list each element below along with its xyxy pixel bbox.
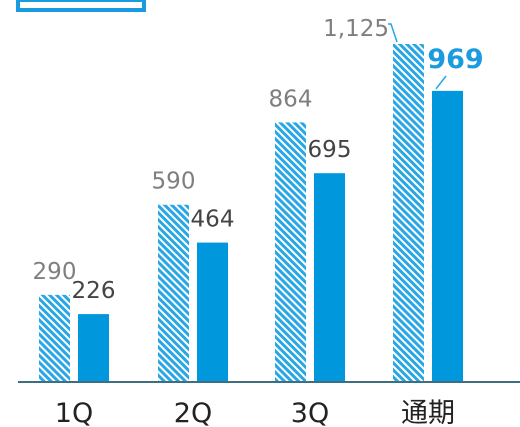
header-box-fragment (16, 0, 146, 12)
x-tick-label-2: 2Q (174, 398, 212, 427)
bar-current-3 (314, 173, 345, 382)
x-tick-labels: 1Q 2Q 3Q 通期 (55, 398, 455, 427)
value-label-prior-4: 1,125 (323, 16, 389, 42)
x-tick-label-3: 3Q (291, 398, 329, 427)
leader-line-prior (388, 23, 398, 43)
bar-prior-2 (158, 204, 189, 382)
bar-current-4 (432, 90, 463, 383)
value-label-prior-1: 290 (33, 259, 77, 285)
value-label-prior-2: 590 (152, 169, 196, 195)
leader-line-current (435, 75, 447, 90)
bar-current-1 (78, 314, 109, 382)
value-label-current-1: 226 (72, 278, 116, 304)
bars-group (39, 44, 463, 383)
bar-prior-4 (393, 44, 424, 382)
bar-prior-3 (275, 122, 306, 382)
value-label-current-3: 695 (308, 137, 352, 163)
bar-prior-1 (39, 294, 70, 382)
x-tick-label-1: 1Q (55, 398, 93, 427)
value-label-current-2: 464 (191, 207, 235, 233)
bar-current-2 (197, 242, 228, 382)
x-tick-label-4: 通期 (401, 398, 455, 427)
value-label-prior-3: 864 (269, 86, 313, 112)
value-label-current-4: 969 (427, 44, 483, 75)
